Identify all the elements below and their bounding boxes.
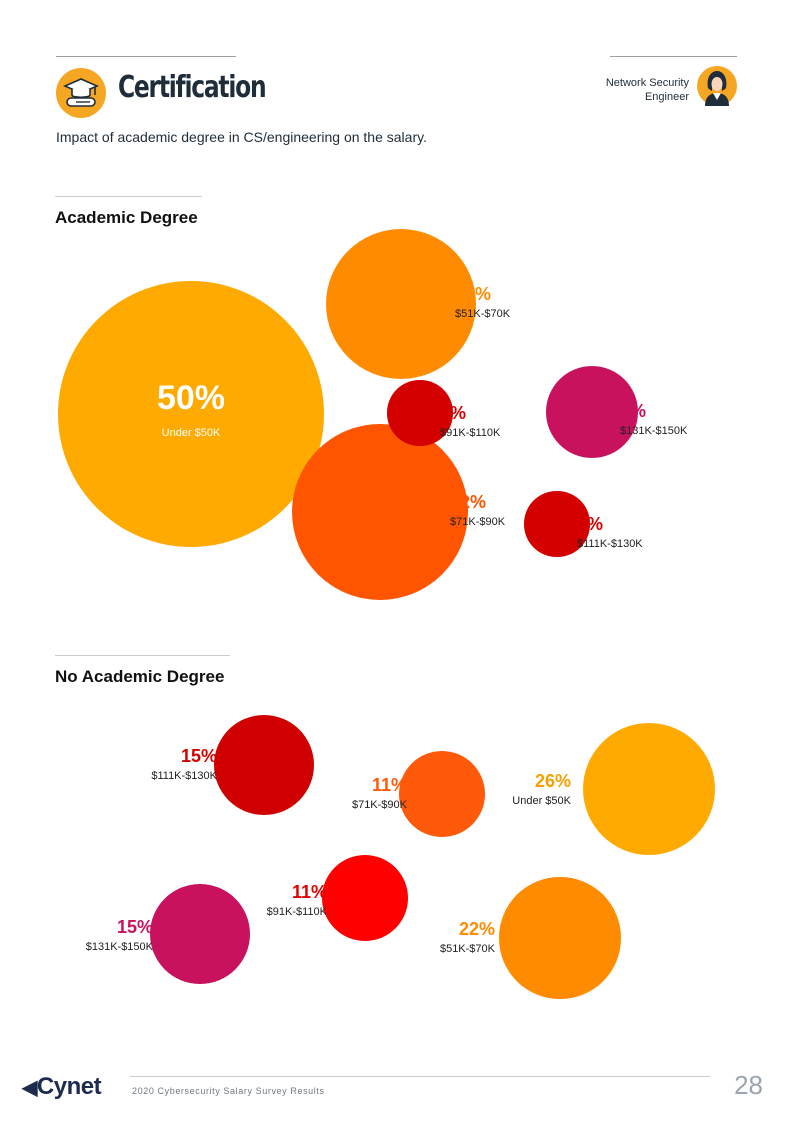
bubble-131k-150k bbox=[149, 883, 251, 985]
category-label: $131K-$150K bbox=[620, 425, 688, 437]
category-label: $111K-$130K bbox=[577, 538, 643, 550]
bubble-111k-130k bbox=[213, 714, 315, 816]
category-label: $131K-$150K bbox=[85, 941, 153, 953]
section-title-academic: Academic Degree bbox=[55, 208, 198, 227]
category-label: $51K-$70K bbox=[439, 943, 495, 955]
value-label: 6% bbox=[620, 401, 647, 421]
value-label: 26% bbox=[534, 771, 571, 791]
value-label: 3% bbox=[577, 514, 604, 534]
value-label: 11% bbox=[291, 882, 327, 902]
footer-rule bbox=[130, 1076, 710, 1077]
bubble-91k-110k bbox=[387, 380, 453, 446]
header-rule-left bbox=[56, 56, 236, 57]
role-line-2: Engineer bbox=[644, 91, 689, 103]
bubble-51k-70k bbox=[499, 877, 621, 999]
role-line-1: Network Security bbox=[605, 77, 689, 89]
category-label: $91K-$110K bbox=[440, 427, 501, 439]
bubble-91k-110k bbox=[322, 855, 408, 941]
category-label: Under $50K bbox=[512, 795, 571, 807]
page-title: Certification bbox=[118, 70, 267, 105]
category-label: $51K-$70K bbox=[455, 308, 511, 320]
section-rule-no-academic bbox=[55, 655, 230, 656]
page-subtitle: Impact of academic degree in CS/engineer… bbox=[56, 129, 427, 145]
cynet-logo-mark: ◀ bbox=[22, 1077, 37, 1099]
graduation-cap-icon bbox=[56, 68, 106, 118]
value-label: 3% bbox=[440, 403, 467, 423]
value-label: 50% bbox=[156, 379, 226, 417]
footer-text: 2020 Cybersecurity Salary Survey Results bbox=[132, 1086, 325, 1096]
value-label: 22% bbox=[450, 492, 487, 512]
category-label: $71K-$90K bbox=[450, 516, 506, 528]
section-title-no-academic: No Academic Degree bbox=[55, 667, 225, 686]
category-label: Under $50K bbox=[161, 427, 221, 439]
role-label: Network Security Engineer bbox=[569, 76, 689, 104]
page-number: 28 bbox=[734, 1070, 763, 1100]
cynet-logo-text: Cynet bbox=[36, 1073, 102, 1100]
header-rule-right bbox=[610, 56, 737, 57]
bubble-under-50k bbox=[583, 723, 715, 855]
value-label: 16% bbox=[455, 284, 492, 304]
bubble-under-50k bbox=[58, 281, 324, 547]
bubble-111k-130k bbox=[524, 491, 590, 557]
bubble-71k-90k bbox=[291, 423, 469, 601]
value-label: 15% bbox=[116, 917, 153, 937]
value-label: 22% bbox=[458, 919, 495, 939]
bubble-71k-90k bbox=[399, 751, 485, 837]
category-label: $71K-$90K bbox=[351, 799, 407, 811]
bubble-51k-70k bbox=[325, 228, 477, 380]
category-label: $111K-$130K bbox=[151, 770, 217, 782]
category-label: $91K-$110K bbox=[266, 906, 327, 918]
engineer-avatar-icon bbox=[697, 66, 737, 106]
cynet-logo: ◀Cynet bbox=[22, 1073, 102, 1101]
value-label: 11% bbox=[371, 775, 407, 795]
section-rule-academic bbox=[55, 196, 202, 197]
value-label: 15% bbox=[180, 746, 217, 766]
bubble-131k-150k bbox=[545, 365, 639, 459]
